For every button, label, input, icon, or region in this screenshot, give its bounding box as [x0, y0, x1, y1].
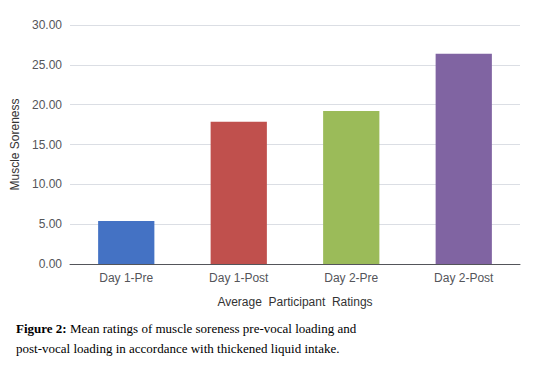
- svg-text:25.00: 25.00: [32, 58, 62, 72]
- svg-text:0.00: 0.00: [39, 257, 63, 271]
- svg-text:30.00: 30.00: [32, 18, 62, 32]
- svg-text:post-vocal loading in accordan: post-vocal loading in accordance with th…: [16, 341, 339, 356]
- svg-text:Day 2-Post: Day 2-Post: [434, 271, 494, 285]
- svg-text:Day 1-Post: Day 1-Post: [209, 271, 269, 285]
- svg-text:Mean ratings of muscle sorenes: Mean ratings of muscle soreness pre-voca…: [67, 321, 357, 336]
- svg-text:Average Participant Ratings: Average Participant Ratings: [217, 295, 372, 309]
- svg-text:Day 2-Pre: Day 2-Pre: [324, 271, 378, 285]
- svg-text:15.00: 15.00: [32, 138, 62, 152]
- svg-text:Figure 2:: Figure 2:: [16, 321, 67, 336]
- svg-text:10.00: 10.00: [32, 177, 62, 191]
- svg-text:Day 1-Pre: Day 1-Pre: [99, 271, 153, 285]
- svg-text:20.00: 20.00: [32, 98, 62, 112]
- svg-text:5.00: 5.00: [39, 217, 63, 231]
- svg-text:Muscle Soreness: Muscle Soreness: [8, 98, 22, 190]
